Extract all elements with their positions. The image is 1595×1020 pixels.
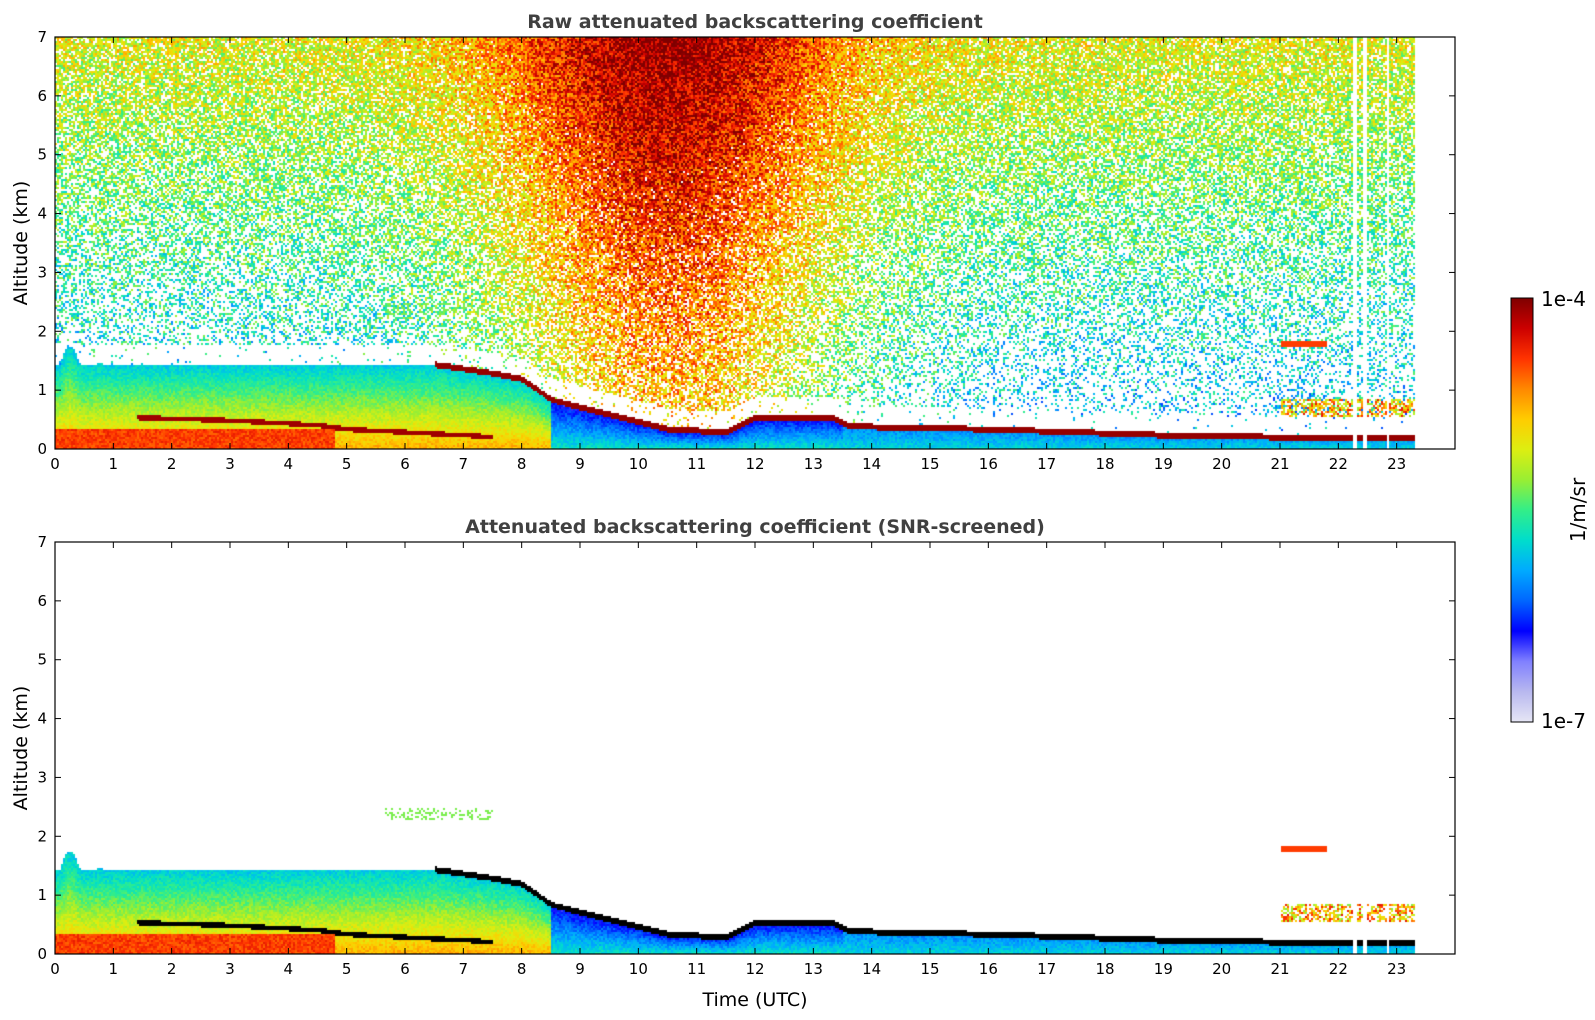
x-tick-label: 3 bbox=[225, 455, 235, 473]
x-tick-label: 7 bbox=[459, 455, 469, 473]
y-tick-label: 4 bbox=[37, 710, 47, 728]
colorbar-min-label: 1e-7 bbox=[1541, 709, 1586, 733]
x-tick-label: 6 bbox=[400, 455, 410, 473]
colorbar: 1e-4 1e-7 1/m/sr bbox=[1510, 287, 1590, 733]
x-tick-label: 14 bbox=[862, 960, 881, 978]
x-tick-label: 22 bbox=[1329, 455, 1348, 473]
y-tick-label: 7 bbox=[37, 533, 47, 551]
x-tick-label: 1 bbox=[109, 960, 119, 978]
screened-y-axis-label: Altitude (km) bbox=[10, 686, 32, 811]
raw-panel-title: Raw attenuated backscattering coefficien… bbox=[527, 11, 983, 33]
x-tick-label: 2 bbox=[167, 960, 177, 978]
x-tick-label: 9 bbox=[575, 455, 585, 473]
x-tick-label: 18 bbox=[1095, 960, 1114, 978]
y-tick-label: 7 bbox=[37, 28, 47, 46]
x-tick-label: 2 bbox=[167, 455, 177, 473]
raw-y-axis-label: Altitude (km) bbox=[10, 181, 32, 306]
screened-backscatter-panel: Attenuated backscattering coefficient (S… bbox=[10, 516, 1456, 1011]
x-tick-label: 19 bbox=[1154, 960, 1173, 978]
raw-axis-ticks: 0 1 2 3 4 5 6 7 8 9 10 11 12 13 14 15 16 17 18 19 20 21 22 2301… bbox=[37, 28, 1455, 473]
x-tick-label: 1 bbox=[109, 455, 119, 473]
x-tick-label: 13 bbox=[804, 455, 823, 473]
y-tick-label: 2 bbox=[37, 827, 47, 845]
screened-panel-title: Attenuated backscattering coefficient (S… bbox=[465, 516, 1045, 538]
x-tick-label: 10 bbox=[629, 455, 648, 473]
x-tick-label: 19 bbox=[1154, 455, 1173, 473]
x-tick-label: 13 bbox=[804, 960, 823, 978]
y-tick-label: 5 bbox=[37, 651, 47, 669]
x-tick-label: 15 bbox=[920, 455, 939, 473]
x-tick-label: 12 bbox=[745, 455, 764, 473]
screened-heatmap-area bbox=[55, 542, 1455, 954]
x-tick-label: 11 bbox=[687, 455, 706, 473]
x-tick-label: 0 bbox=[50, 960, 60, 978]
y-tick-label: 2 bbox=[37, 322, 47, 340]
x-tick-label: 17 bbox=[1037, 960, 1056, 978]
x-tick-label: 0 bbox=[50, 455, 60, 473]
y-tick-label: 0 bbox=[37, 945, 47, 963]
x-tick-label: 5 bbox=[342, 960, 352, 978]
x-tick-label: 3 bbox=[225, 960, 235, 978]
x-tick-label: 20 bbox=[1212, 960, 1231, 978]
x-tick-label: 15 bbox=[920, 960, 939, 978]
y-tick-label: 0 bbox=[37, 440, 47, 458]
raw-backscatter-panel: Raw attenuated backscattering coefficien… bbox=[10, 11, 1456, 473]
x-tick-label: 11 bbox=[687, 960, 706, 978]
y-tick-label: 3 bbox=[37, 768, 47, 786]
x-axis-label: Time (UTC) bbox=[701, 989, 807, 1011]
screened-axis-ticks: 0 1 2 3 4 5 6 7 8 9 10 11 12 13 14 15 16 17 18 19 20 21 22 2301… bbox=[37, 533, 1455, 978]
x-tick-label: 4 bbox=[284, 455, 294, 473]
x-tick-label: 16 bbox=[979, 960, 998, 978]
raw-heatmap-area bbox=[55, 37, 1455, 449]
x-tick-label: 23 bbox=[1387, 960, 1406, 978]
x-tick-label: 14 bbox=[862, 455, 881, 473]
x-tick-label: 6 bbox=[400, 960, 410, 978]
x-tick-label: 21 bbox=[1270, 960, 1289, 978]
colorbar-scale bbox=[1510, 297, 1534, 723]
x-tick-label: 18 bbox=[1095, 455, 1114, 473]
colorbar-unit-label: 1/m/sr bbox=[1566, 477, 1590, 542]
y-tick-label: 6 bbox=[37, 592, 47, 610]
colorbar-max-label: 1e-4 bbox=[1541, 287, 1586, 311]
x-tick-label: 8 bbox=[517, 455, 527, 473]
x-tick-label: 12 bbox=[745, 960, 764, 978]
y-tick-label: 6 bbox=[37, 87, 47, 105]
y-tick-label: 1 bbox=[37, 381, 47, 399]
x-tick-label: 16 bbox=[979, 455, 998, 473]
x-tick-label: 9 bbox=[575, 960, 585, 978]
x-tick-label: 7 bbox=[459, 960, 469, 978]
x-tick-label: 17 bbox=[1037, 455, 1056, 473]
y-tick-label: 4 bbox=[37, 205, 47, 223]
x-tick-label: 22 bbox=[1329, 960, 1348, 978]
y-tick-label: 5 bbox=[37, 146, 47, 164]
y-tick-label: 3 bbox=[37, 263, 47, 281]
x-tick-label: 4 bbox=[284, 960, 294, 978]
x-tick-label: 5 bbox=[342, 455, 352, 473]
x-tick-label: 8 bbox=[517, 960, 527, 978]
x-tick-label: 20 bbox=[1212, 455, 1231, 473]
y-tick-label: 1 bbox=[37, 886, 47, 904]
x-tick-label: 23 bbox=[1387, 455, 1406, 473]
x-tick-label: 21 bbox=[1270, 455, 1289, 473]
x-tick-label: 10 bbox=[629, 960, 648, 978]
